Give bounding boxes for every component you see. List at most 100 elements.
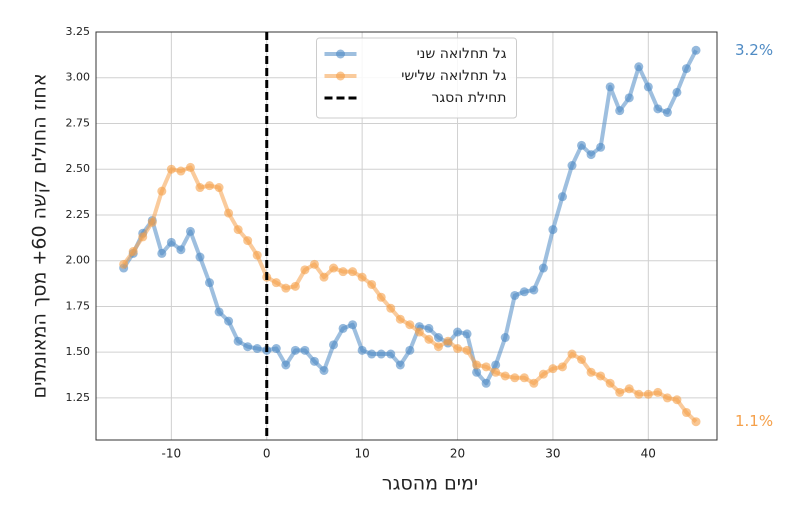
y-tick-label: 1.75: [66, 299, 91, 312]
data-point: [224, 316, 234, 326]
data-point: [367, 349, 377, 359]
data-point: [615, 106, 625, 116]
data-point: [500, 371, 510, 381]
legend: גל תחלואה שני גל תחלואה שלישי תחילת הסגר: [316, 37, 517, 119]
data-point: [519, 373, 529, 383]
data-point: [510, 373, 520, 383]
x-tick-label: 20: [450, 447, 465, 461]
data-point: [338, 323, 348, 333]
end-label: 3.2%: [735, 41, 773, 59]
data-point: [414, 327, 424, 337]
data-point: [348, 267, 358, 277]
data-point: [119, 259, 129, 269]
data-point: [348, 320, 358, 330]
y-tick-label: 2.25: [66, 208, 91, 221]
data-point: [405, 320, 415, 330]
plot-frame: [95, 31, 718, 441]
data-point: [691, 45, 701, 55]
data-point: [433, 333, 443, 343]
data-point: [128, 247, 138, 257]
data-point: [424, 323, 434, 333]
data-point: [557, 362, 567, 372]
data-point: [176, 166, 186, 176]
x-tick-label: 40: [641, 447, 656, 461]
data-point: [634, 389, 644, 399]
data-point: [205, 278, 215, 288]
data-point: [624, 93, 634, 103]
data-point: [529, 378, 539, 388]
data-point: [271, 278, 281, 288]
data-point: [319, 272, 329, 282]
x-tick-label: 30: [545, 447, 560, 461]
data-point: [367, 279, 377, 289]
data-point: [243, 342, 253, 352]
data-point: [195, 183, 205, 193]
data-point: [662, 108, 672, 118]
data-point: [281, 283, 291, 293]
data-point: [481, 362, 491, 372]
data-point: [233, 336, 243, 346]
data-point: [472, 360, 482, 370]
data-point: [300, 265, 310, 275]
data-point: [548, 364, 558, 374]
data-point: [538, 263, 548, 273]
data-point: [271, 344, 281, 354]
data-point: [548, 225, 558, 235]
data-point: [567, 349, 577, 359]
data-point: [281, 360, 291, 370]
data-point: [252, 250, 262, 260]
data-point: [538, 369, 548, 379]
data-point: [510, 290, 520, 300]
data-point: [176, 245, 186, 255]
data-point: [243, 236, 253, 246]
data-point: [586, 367, 596, 377]
data-point: [319, 365, 329, 375]
y-tick-label: 1.50: [66, 345, 91, 358]
data-point: [443, 336, 453, 346]
data-point: [653, 104, 663, 114]
data-point: [147, 217, 157, 227]
data-point: [395, 360, 405, 370]
data-point: [453, 344, 463, 354]
data-point: [290, 345, 300, 355]
legend-marker: [336, 49, 345, 59]
data-point: [491, 360, 501, 370]
data-point: [596, 371, 606, 381]
data-point: [672, 395, 682, 405]
y-tick-label: 2.50: [66, 162, 91, 175]
x-tick-label: 10: [355, 447, 370, 461]
data-point: [462, 329, 472, 339]
data-point: [157, 248, 167, 258]
data-point: [329, 340, 339, 350]
data-point: [214, 307, 224, 317]
data-point: [681, 64, 691, 74]
data-point: [643, 82, 653, 92]
data-point: [252, 344, 262, 354]
data-point: [357, 272, 367, 282]
data-point: [529, 285, 539, 295]
data-point: [653, 387, 663, 397]
data-point: [643, 389, 653, 399]
data-point: [309, 356, 319, 366]
data-point: [577, 354, 587, 364]
legend-box: [316, 37, 517, 119]
data-point: [195, 252, 205, 262]
data-point: [577, 140, 587, 150]
data-point: [386, 349, 396, 359]
data-point: [672, 87, 682, 97]
data-point: [386, 303, 396, 313]
data-point: [491, 367, 501, 377]
data-point: [214, 183, 224, 193]
y-tick-label: 2.00: [66, 254, 91, 267]
data-point: [205, 181, 215, 191]
data-point: [433, 342, 443, 352]
data-point: [376, 349, 386, 359]
data-point: [329, 263, 339, 273]
data-point: [615, 387, 625, 397]
data-point: [424, 334, 434, 344]
data-point: [662, 393, 672, 403]
data-point: [185, 162, 195, 172]
y-tick-label: 1.25: [66, 391, 91, 404]
data-point: [185, 226, 195, 236]
